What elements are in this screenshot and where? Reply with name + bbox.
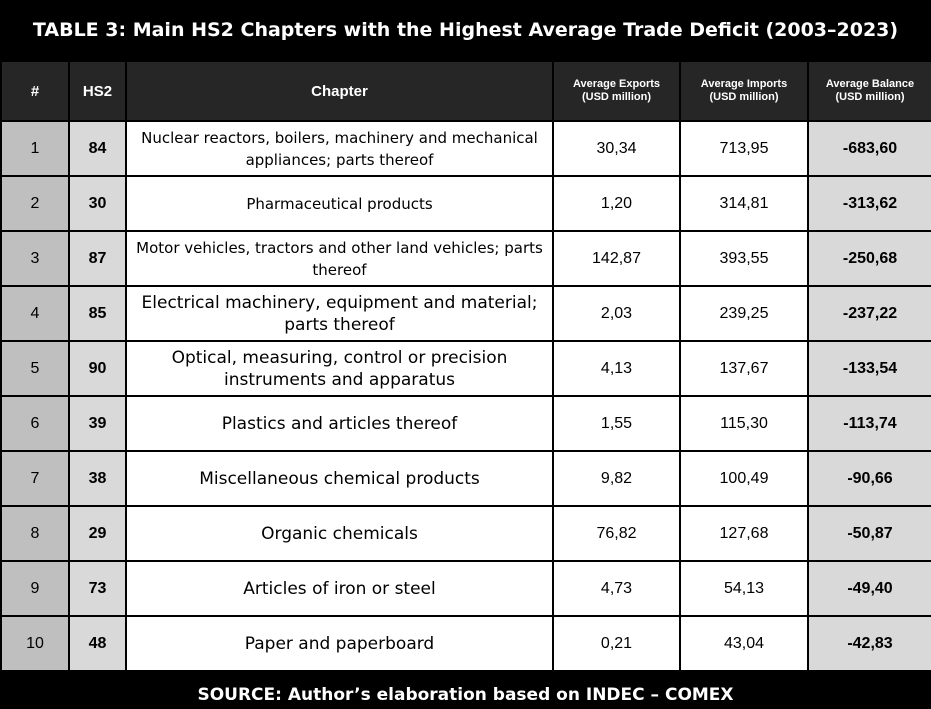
- balance-cell: -50,87: [807, 505, 931, 562]
- hs2-cell: 30: [68, 175, 127, 232]
- chapter-cell: Plastics and articles thereof: [125, 395, 554, 452]
- table-row: 10 48 Paper and paperboard 0,21 43,04 -4…: [0, 615, 931, 672]
- hs2-cell: 85: [68, 285, 127, 342]
- exports-cell: 76,82: [552, 505, 681, 562]
- imports-cell: 314,81: [679, 175, 809, 232]
- header-balance-label: Average Balance: [825, 78, 915, 90]
- rank-cell: 8: [0, 505, 70, 562]
- table-row: 4 85 Electrical machinery, equipment and…: [0, 285, 931, 342]
- balance-cell: -113,74: [807, 395, 931, 452]
- rank-cell: 6: [0, 395, 70, 452]
- rank-cell: 9: [0, 560, 70, 617]
- source-note: SOURCE: Author’s elaboration based on IN…: [197, 684, 734, 705]
- table-row: 3 87 Motor vehicles, tractors and other …: [0, 230, 931, 287]
- table-title: TABLE 3: Main HS2 Chapters with the High…: [32, 19, 899, 41]
- header-imports-unit: (USD million): [709, 91, 779, 103]
- header-exports-label: Average Exports: [572, 78, 661, 90]
- chapter-cell: Pharmaceutical products: [125, 175, 554, 232]
- imports-cell: 393,55: [679, 230, 809, 287]
- hs2-cell: 48: [68, 615, 127, 672]
- table-row: 2 30 Pharmaceutical products 1,20 314,81…: [0, 175, 931, 232]
- table-row: 6 39 Plastics and articles thereof 1,55 …: [0, 395, 931, 452]
- imports-cell: 54,13: [679, 560, 809, 617]
- exports-cell: 4,73: [552, 560, 681, 617]
- rank-cell: 3: [0, 230, 70, 287]
- balance-cell: -90,66: [807, 450, 931, 507]
- header-exports: Average Exports (USD million): [552, 60, 681, 122]
- table-row: 1 84 Nuclear reactors, boilers, machiner…: [0, 120, 931, 177]
- balance-cell: -42,83: [807, 615, 931, 672]
- rank-cell: 5: [0, 340, 70, 397]
- hs2-cell: 39: [68, 395, 127, 452]
- header-balance-unit: (USD million): [835, 91, 905, 103]
- exports-cell: 30,34: [552, 120, 681, 177]
- balance-cell: -49,40: [807, 560, 931, 617]
- imports-cell: 239,25: [679, 285, 809, 342]
- exports-cell: 2,03: [552, 285, 681, 342]
- table-row: 5 90 Optical, measuring, control or prec…: [0, 340, 931, 397]
- exports-cell: 0,21: [552, 615, 681, 672]
- imports-cell: 115,30: [679, 395, 809, 452]
- chapter-cell: Electrical machinery, equipment and mate…: [125, 285, 554, 342]
- rank-cell: 1: [0, 120, 70, 177]
- balance-cell: -133,54: [807, 340, 931, 397]
- chapter-cell: Articles of iron or steel: [125, 560, 554, 617]
- deficit-table: # HS2 Chapter Average Exports (USD milli…: [0, 60, 931, 672]
- hs2-cell: 29: [68, 505, 127, 562]
- chapter-cell: Organic chemicals: [125, 505, 554, 562]
- table-header: # HS2 Chapter Average Exports (USD milli…: [0, 60, 931, 122]
- exports-cell: 1,20: [552, 175, 681, 232]
- header-imports-label: Average Imports: [700, 78, 788, 90]
- header-row: # HS2 Chapter Average Exports (USD milli…: [0, 60, 931, 122]
- chapter-cell: Motor vehicles, tractors and other land …: [125, 230, 554, 287]
- rank-cell: 10: [0, 615, 70, 672]
- header-rank: #: [0, 60, 70, 122]
- chapter-cell: Paper and paperboard: [125, 615, 554, 672]
- header-exports-unit: (USD million): [581, 91, 652, 103]
- exports-cell: 4,13: [552, 340, 681, 397]
- hs2-cell: 84: [68, 120, 127, 177]
- balance-cell: -313,62: [807, 175, 931, 232]
- imports-cell: 127,68: [679, 505, 809, 562]
- rank-cell: 2: [0, 175, 70, 232]
- balance-cell: -237,22: [807, 285, 931, 342]
- header-hs2: HS2: [68, 60, 127, 122]
- rank-cell: 7: [0, 450, 70, 507]
- exports-cell: 9,82: [552, 450, 681, 507]
- table-row: 8 29 Organic chemicals 76,82 127,68 -50,…: [0, 505, 931, 562]
- imports-cell: 43,04: [679, 615, 809, 672]
- header-imports: Average Imports (USD million): [679, 60, 809, 122]
- exports-cell: 1,55: [552, 395, 681, 452]
- balance-cell: -683,60: [807, 120, 931, 177]
- chapter-cell: Optical, measuring, control or precision…: [125, 340, 554, 397]
- imports-cell: 100,49: [679, 450, 809, 507]
- table-row: 7 38 Miscellaneous chemical products 9,8…: [0, 450, 931, 507]
- header-balance: Average Balance (USD million): [807, 60, 931, 122]
- chapter-cell: Nuclear reactors, boilers, machinery and…: [125, 120, 554, 177]
- chapter-cell: Miscellaneous chemical products: [125, 450, 554, 507]
- rank-cell: 4: [0, 285, 70, 342]
- header-chapter: Chapter: [125, 60, 554, 122]
- table-row: 9 73 Articles of iron or steel 4,73 54,1…: [0, 560, 931, 617]
- hs2-cell: 38: [68, 450, 127, 507]
- exports-cell: 142,87: [552, 230, 681, 287]
- imports-cell: 713,95: [679, 120, 809, 177]
- hs2-cell: 87: [68, 230, 127, 287]
- imports-cell: 137,67: [679, 340, 809, 397]
- balance-cell: -250,68: [807, 230, 931, 287]
- table-body: 1 84 Nuclear reactors, boilers, machiner…: [0, 120, 931, 672]
- hs2-cell: 90: [68, 340, 127, 397]
- hs2-cell: 73: [68, 560, 127, 617]
